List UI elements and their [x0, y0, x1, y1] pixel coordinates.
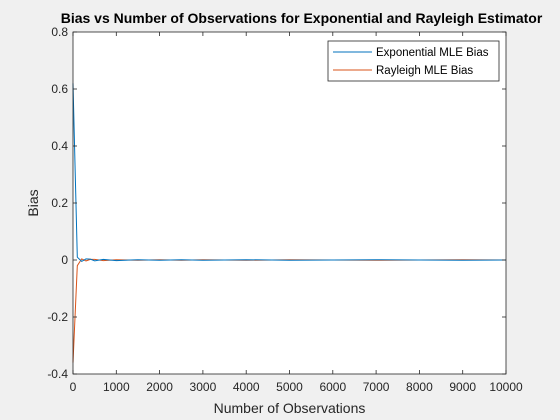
x-tick-label: 9000 [449, 380, 476, 394]
axes-background [73, 32, 506, 374]
data-layer [72, 83, 507, 363]
series-line-rayleigh-mle-bias [72, 258, 507, 363]
x-tick-label: 0 [70, 380, 77, 394]
legend-label: Exponential MLE Bias [376, 47, 489, 59]
y-tick-label: -0.4 [47, 367, 68, 381]
x-tick-label: 3000 [190, 380, 217, 394]
x-tick-label: 8000 [406, 380, 433, 394]
y-axis-label: Bias [25, 189, 41, 216]
x-axis-label: Number of Observations [214, 400, 366, 416]
tick-layer: 0 1000 2000 3000 4000 5000 6000 7000 8000 9000 100… [47, 25, 523, 394]
y-tick-label: 0.4 [51, 139, 68, 153]
x-tick-label: 7000 [363, 380, 390, 394]
y-tick-label: 0.2 [51, 196, 68, 210]
x-tick-label: 6000 [319, 380, 346, 394]
x-tick-label: 2000 [146, 380, 173, 394]
y-tick-label: 0.6 [51, 82, 68, 96]
chart-title: Bias vs Number of Observations for Expon… [61, 10, 543, 26]
y-tick-label: 0.8 [51, 25, 68, 39]
legend-label: Rayleigh MLE Bias [376, 65, 473, 77]
x-tick-label: 1000 [103, 380, 130, 394]
y-tick-label: -0.2 [47, 310, 68, 324]
x-tick-label: 4000 [233, 380, 260, 394]
x-tick-label: 5000 [276, 380, 303, 394]
legend: Exponential MLE Bias Rayleigh MLE Bias [327, 40, 500, 82]
x-tick-label: 10000 [489, 380, 523, 394]
legend-box [327, 40, 500, 82]
y-tick-label: 0 [61, 253, 68, 267]
series-line-exponential-mle-bias [72, 83, 507, 263]
